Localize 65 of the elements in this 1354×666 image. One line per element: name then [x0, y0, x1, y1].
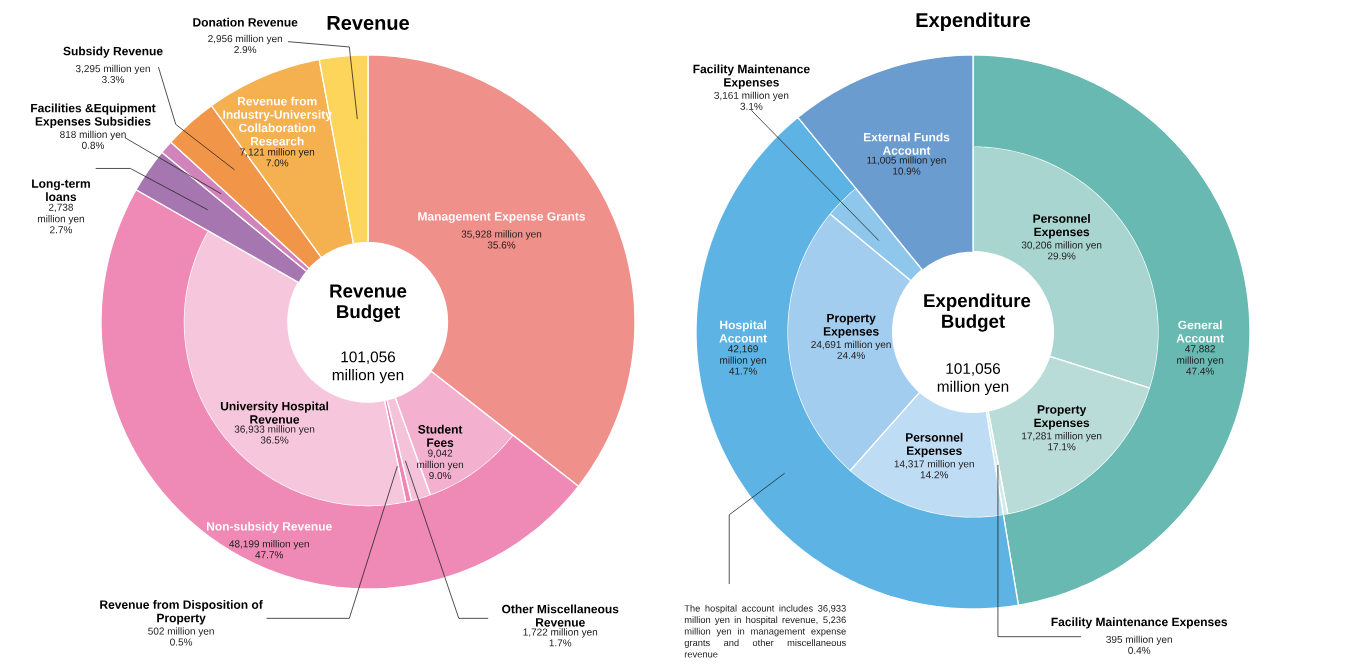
slice-label: Hospital Account: [719, 320, 767, 343]
data-label: 1,722 million yen: [523, 628, 598, 638]
text: 2.9%: [234, 46, 257, 54]
text: 47.7%: [255, 551, 284, 559]
chart-title: Expenditure: [916, 12, 1031, 32]
text: 10.9%: [893, 167, 921, 175]
slice-label: External Funds Account: [863, 132, 950, 155]
data-label: 3,295 million yen: [75, 64, 150, 75]
text: 17.1%: [1048, 443, 1076, 451]
text: 101,056 million yen: [937, 363, 1009, 396]
slice-label: Revenue from Disposition of Property: [100, 600, 263, 625]
data-label: 818 million yen: [60, 130, 126, 140]
data-label: 14,317 million yen: [894, 460, 974, 470]
data-label: 36,933 million yen: [234, 425, 315, 435]
slice-label: Facility Maintenance Expenses: [1051, 617, 1228, 629]
text: 35.6%: [487, 241, 516, 249]
text: Revenue Budget: [330, 284, 407, 323]
text: 9.0%: [429, 472, 452, 480]
data-label: 9,042 million yen: [417, 449, 464, 471]
data-label: 3,161 million yen: [714, 91, 789, 101]
text: 14.2%: [920, 471, 949, 479]
text: 41.7%: [729, 367, 757, 375]
text: 0.5%: [170, 638, 193, 646]
slice-label: Property Expenses: [823, 313, 879, 339]
slice-label: Other Miscellaneous Revenue: [502, 604, 619, 627]
data-label: 11,005 million yen: [867, 156, 946, 166]
text: 2.7%: [50, 226, 72, 234]
slice-label: Personnel Expenses: [1033, 214, 1090, 239]
data-label: 24,691 million yen: [811, 340, 891, 351]
data-label: 30,206 million yen: [1021, 241, 1102, 251]
slice-label: Non-subsidy Revenue: [207, 521, 332, 533]
slice-label: General Account: [1176, 320, 1224, 343]
text: 0.4%: [1128, 646, 1151, 654]
text: 47.4%: [1186, 367, 1214, 375]
slice-label: Donation Revenue: [193, 17, 298, 27]
text: 36.5%: [260, 436, 289, 444]
slice-label: Long-term loans: [32, 179, 90, 202]
slice-label: Personnel Expenses: [906, 432, 963, 458]
text: 101,056 million yen: [332, 351, 404, 384]
data-label: 42,169 million yen: [720, 345, 767, 366]
slice-label: Subsidy Revenue: [63, 46, 163, 58]
data-label: 35,928 million yen: [461, 230, 542, 240]
slice-label: Management Expense Grants: [418, 212, 586, 224]
data-label: 2,956 million yen: [208, 34, 283, 45]
slice-label: Student Fees: [418, 424, 463, 447]
chart-title: Revenue: [327, 15, 409, 30]
slice-label: Facility Maintenance Expenses: [693, 64, 810, 89]
text: 1.7%: [549, 639, 572, 647]
text: Expenditure Budget: [924, 293, 1031, 332]
text: 3.1%: [740, 102, 763, 110]
data-label: 17,281 million yen: [1022, 432, 1102, 442]
text: The hospital account includes 36,933 million yen in hospital revenue, 5,236 million yen in management expense grants and other miscellaneous revenue: [684, 604, 846, 658]
slice-label: Facilities &Equipment Expenses Subsidies: [31, 103, 156, 128]
text: 24.4%: [837, 351, 865, 359]
text: 0.8%: [82, 141, 105, 149]
text: 7.0%: [266, 159, 289, 167]
data-label: 395 million yen: [1106, 635, 1172, 645]
slice-label: University Hospital Revenue: [220, 401, 329, 424]
data-label: 2,738 million yen: [38, 203, 84, 225]
text: 29.9%: [1047, 252, 1076, 260]
data-label: 48,199 million yen: [229, 540, 309, 550]
text: 3.3%: [102, 75, 125, 84]
data-label: 502 million yen: [148, 627, 214, 637]
data-label: 47,882 million yen: [1177, 345, 1224, 366]
slice-label: Property Expenses: [1034, 405, 1090, 430]
